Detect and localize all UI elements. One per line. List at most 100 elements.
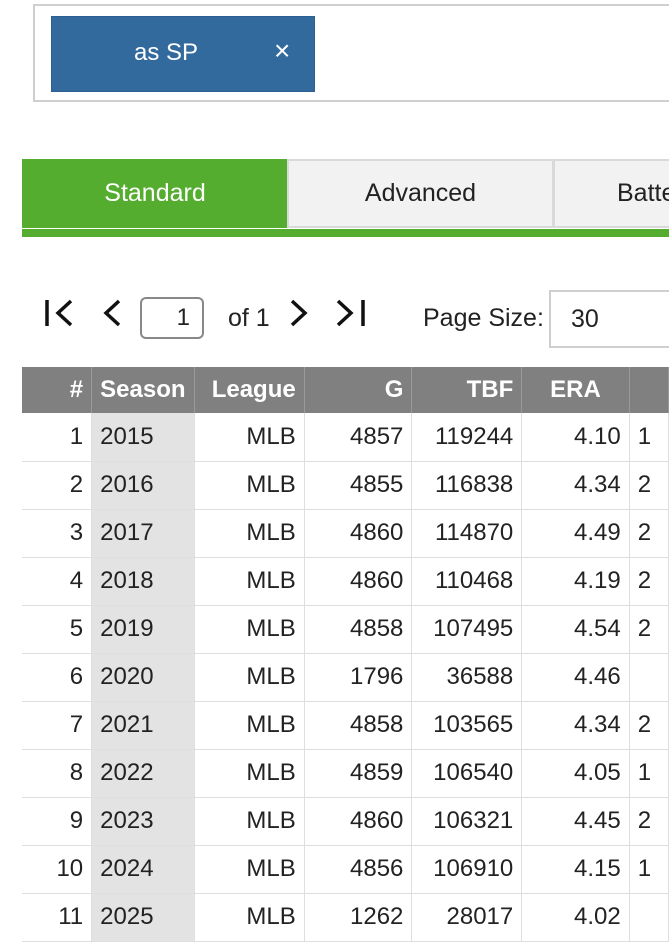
cell-g: 1262 [304,893,413,942]
pagination: 1 of 1 Page Size: 30 [0,290,669,350]
cell-tbf: 107495 [411,605,523,654]
cell-num: 9 [22,797,93,846]
cell-g: 1796 [304,653,413,702]
cell-league: MLB [194,701,305,750]
cell-g: 4860 [304,797,413,846]
table-row: 2 2016 MLB 4855 116838 4.34 2 [22,461,669,510]
cell-extra: 1 [629,845,669,894]
cell-era: 4.02 [521,893,630,942]
table-row: 6 2020 MLB 1796 36588 4.46 [22,653,669,702]
cell-extra: 2 [629,797,669,846]
cell-season: 2023 [91,797,195,846]
cell-g: 4860 [304,509,413,558]
cell-league: MLB [194,557,305,606]
cell-num: 7 [22,701,93,750]
page-size-select[interactable]: 30 [549,290,669,348]
filter-chip-label: as SP [134,39,199,66]
next-page-icon[interactable] [287,298,309,334]
table-row: 3 2017 MLB 4860 114870 4.49 2 [22,509,669,558]
cell-num: 3 [22,509,93,558]
cell-season: 2017 [91,509,195,558]
table-row: 1 2015 MLB 4857 119244 4.10 1 [22,413,669,462]
cell-num: 10 [22,845,93,894]
cell-extra: 2 [629,701,669,750]
table-row: 8 2022 MLB 4859 106540 4.05 1 [22,749,669,798]
cell-league: MLB [194,749,305,798]
cell-league: MLB [194,605,305,654]
cell-num: 8 [22,749,93,798]
cell-g: 4855 [304,461,413,510]
cell-league: MLB [194,413,305,462]
cell-league: MLB [194,845,305,894]
column-header-season[interactable]: Season [91,367,195,413]
cell-tbf: 103565 [411,701,523,750]
cell-tbf: 106540 [411,749,523,798]
cell-g: 4860 [304,557,413,606]
cell-era: 4.34 [521,701,630,750]
cell-extra: 2 [629,557,669,606]
column-header-next[interactable] [629,367,669,413]
tab-advanced[interactable]: Advanced [287,159,554,228]
cell-num: 6 [22,653,93,702]
tab-standard[interactable]: Standard [22,159,288,228]
page-count-label: of 1 [228,304,270,332]
cell-season: 2016 [91,461,195,510]
table-row: 10 2024 MLB 4856 106910 4.15 1 [22,845,669,894]
cell-league: MLB [194,797,305,846]
last-page-icon[interactable] [334,298,368,334]
filter-chip-as-sp[interactable]: as SP × [51,16,315,92]
tab-batted-ball[interactable]: Batte [553,159,669,228]
table-row: 4 2018 MLB 4860 110468 4.19 2 [22,557,669,606]
stats-table: # Season League G TBF ERA 1 2015 MLB 4857 11… [22,367,669,942]
cell-era: 4.34 [521,461,630,510]
cell-era: 4.46 [521,653,630,702]
cell-era: 4.05 [521,749,630,798]
cell-tbf: 106321 [411,797,523,846]
stat-tabs: Standard Advanced Batte [22,159,669,229]
cell-num: 4 [22,557,93,606]
cell-extra: 1 [629,749,669,798]
cell-era: 4.10 [521,413,630,462]
tab-underline [22,229,669,237]
page-size-label: Page Size: [423,304,544,332]
cell-tbf: 119244 [411,413,523,462]
cell-tbf: 28017 [411,893,523,942]
table-row: 5 2019 MLB 4858 107495 4.54 2 [22,605,669,654]
cell-g: 4858 [304,605,413,654]
cell-season: 2015 [91,413,195,462]
cell-season: 2019 [91,605,195,654]
filter-box: as SP × [33,4,669,102]
cell-league: MLB [194,653,305,702]
column-header-g[interactable]: G [304,367,413,413]
cell-num: 11 [22,893,93,942]
column-header-league[interactable]: League [194,367,305,413]
cell-extra: 1 [629,413,669,462]
cell-season: 2021 [91,701,195,750]
column-header-tbf[interactable]: TBF [411,367,523,413]
cell-season: 2025 [91,893,195,942]
cell-num: 5 [22,605,93,654]
cell-season: 2024 [91,845,195,894]
cell-season: 2018 [91,557,195,606]
cell-tbf: 36588 [411,653,523,702]
cell-era: 4.54 [521,605,630,654]
cell-era: 4.49 [521,509,630,558]
cell-league: MLB [194,461,305,510]
prev-page-icon[interactable] [102,298,124,334]
first-page-icon[interactable] [44,298,76,334]
table-row: 9 2023 MLB 4860 106321 4.45 2 [22,797,669,846]
column-header-rank[interactable]: # [22,367,93,413]
cell-season: 2020 [91,653,195,702]
column-header-era[interactable]: ERA [521,367,630,413]
cell-era: 4.45 [521,797,630,846]
cell-g: 4857 [304,413,413,462]
page-number-input[interactable]: 1 [140,297,204,339]
cell-extra [629,653,669,702]
cell-tbf: 116838 [411,461,523,510]
cell-tbf: 106910 [411,845,523,894]
table-header-row: # Season League G TBF ERA [22,367,669,413]
close-icon[interactable]: × [274,35,291,66]
cell-g: 4856 [304,845,413,894]
cell-tbf: 110468 [411,557,523,606]
cell-era: 4.15 [521,845,630,894]
